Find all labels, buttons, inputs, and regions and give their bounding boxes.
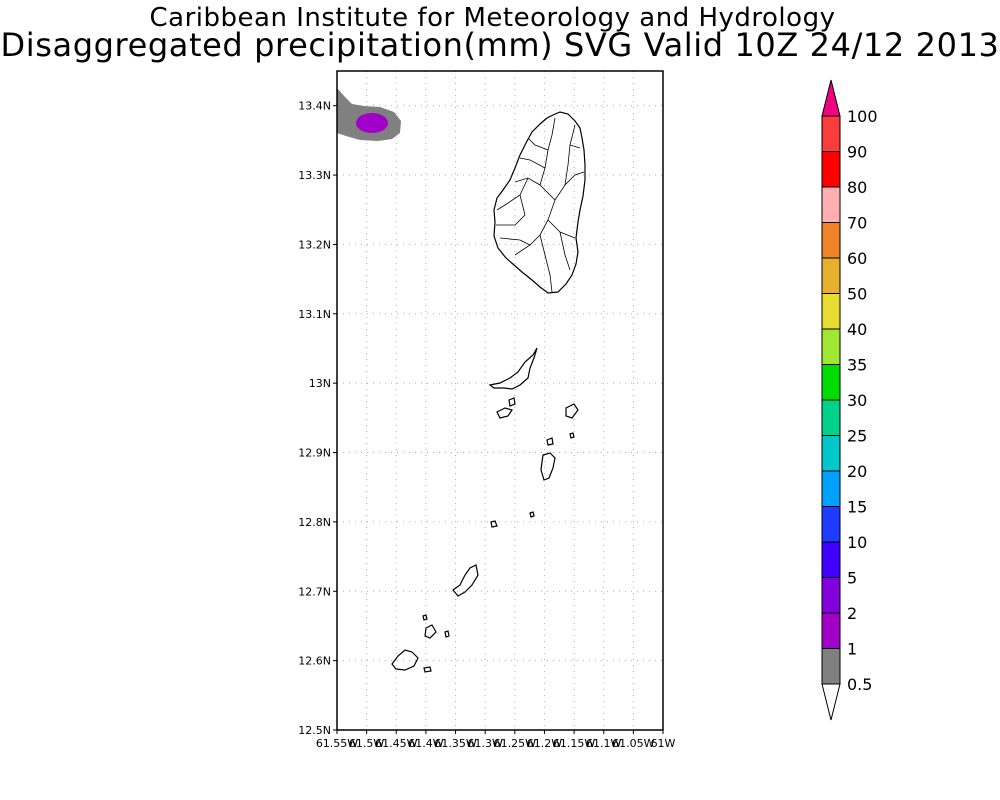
colorbar-label: 90 bbox=[847, 143, 867, 162]
colorbar-segment bbox=[821, 506, 841, 543]
canouan-coastline bbox=[452, 564, 479, 597]
colorbar-segment bbox=[821, 257, 841, 294]
colorbar-segment bbox=[821, 470, 841, 507]
lat-tick-label: 13.3N bbox=[298, 169, 331, 182]
lat-tick-label: 13.4N bbox=[298, 100, 331, 113]
lat-tick-label: 12.8N bbox=[298, 516, 331, 529]
colorbar-segment bbox=[821, 541, 841, 578]
lon-tick-label: 61.3W bbox=[467, 737, 502, 750]
map-subtitle: Disaggregated precipitation(mm) SVG Vali… bbox=[0, 26, 1000, 64]
lon-tick-label: 61.55W bbox=[316, 737, 358, 750]
colorbar-segment bbox=[821, 612, 841, 649]
lon-tick-label: 61.15W bbox=[553, 737, 595, 750]
colorbar-segment bbox=[821, 115, 841, 152]
colorbar-label: 1 bbox=[847, 640, 857, 659]
colorbar-label: 15 bbox=[847, 498, 867, 517]
islet-2 bbox=[496, 407, 513, 419]
colorbar-label: 2 bbox=[847, 604, 857, 623]
colorbar-label: 10 bbox=[847, 533, 867, 552]
colorbar-label: 60 bbox=[847, 249, 867, 268]
axis-ticks: 12.5N 12.6N 12.7N 12.8N 12.9N 13N 13.1N 13.2N 13… bbox=[298, 100, 675, 750]
colorbar-segment bbox=[821, 293, 841, 330]
colorbar-segment bbox=[821, 328, 841, 365]
colorbar-label: 5 bbox=[847, 569, 857, 588]
lon-tick-label: 61.25W bbox=[494, 737, 536, 750]
islet-8 bbox=[444, 630, 450, 638]
precipitation-shading bbox=[337, 88, 401, 141]
coastlines bbox=[391, 111, 586, 673]
colorbar-label: 30 bbox=[847, 391, 867, 410]
mayreau-coastline bbox=[424, 624, 437, 639]
colorbar-segment bbox=[821, 577, 841, 614]
precip-area-2mm bbox=[356, 113, 388, 133]
colorbar-segment bbox=[821, 151, 841, 188]
watershed-boundaries bbox=[496, 117, 585, 293]
mustique-coastline bbox=[540, 452, 556, 481]
lon-tick-label: 61.5W bbox=[349, 737, 384, 750]
colorbar-segment bbox=[821, 648, 841, 685]
lon-tick-label: 61.1W bbox=[586, 737, 621, 750]
colorbar-label: 20 bbox=[847, 462, 867, 481]
lon-tick-label: 61.4W bbox=[408, 737, 443, 750]
map-title: Caribbean Institute for Meteorology and … bbox=[149, 3, 836, 33]
islet-6 bbox=[490, 520, 498, 528]
islet-4 bbox=[546, 437, 554, 446]
lat-tick-label: 12.6N bbox=[298, 655, 331, 668]
colorbar-bottom-arrow bbox=[821, 683, 841, 721]
colorbar-label: 40 bbox=[847, 320, 867, 339]
lon-tick-label: 61W bbox=[651, 737, 676, 750]
union-island-coastline bbox=[391, 649, 419, 671]
colorbar-label: 35 bbox=[847, 356, 867, 375]
lon-tick-label: 61.05W bbox=[612, 737, 654, 750]
grid-lines bbox=[337, 71, 663, 730]
st-vincent-coastline bbox=[493, 111, 586, 294]
islet-3 bbox=[508, 397, 516, 407]
colorbar-top-arrow bbox=[821, 79, 841, 117]
bequia-coastline bbox=[488, 347, 538, 390]
colorbar-label: 80 bbox=[847, 178, 867, 197]
lat-tick-label: 13N bbox=[309, 377, 331, 390]
lon-tick-label: 61.2W bbox=[527, 737, 562, 750]
colorbar-label: 25 bbox=[847, 427, 867, 446]
colorbar-label: 100 bbox=[847, 107, 878, 126]
islet-7 bbox=[529, 511, 535, 518]
colorbar-segment bbox=[821, 399, 841, 436]
lat-tick-label: 12.5N bbox=[298, 724, 331, 737]
colorbar-label: 70 bbox=[847, 214, 867, 233]
map-frame bbox=[336, 70, 664, 731]
colorbar-label: 50 bbox=[847, 285, 867, 304]
colorbar-segment bbox=[821, 364, 841, 401]
islet-9 bbox=[422, 614, 428, 621]
lon-tick-label: 61.35W bbox=[434, 737, 476, 750]
islet-1 bbox=[565, 403, 579, 419]
colorbar-segment bbox=[821, 222, 841, 259]
colorbar-segment bbox=[821, 435, 841, 472]
lat-tick-label: 12.7N bbox=[298, 585, 331, 598]
lat-tick-label: 12.9N bbox=[298, 447, 331, 460]
islet-10 bbox=[423, 666, 432, 673]
colorbar-label: 0.5 bbox=[847, 675, 872, 694]
islet-5 bbox=[569, 432, 575, 439]
colorbar-segment bbox=[821, 186, 841, 223]
lat-tick-label: 13.2N bbox=[298, 238, 331, 251]
lat-tick-label: 13.1N bbox=[298, 308, 331, 321]
lon-tick-label: 61.45W bbox=[375, 737, 417, 750]
